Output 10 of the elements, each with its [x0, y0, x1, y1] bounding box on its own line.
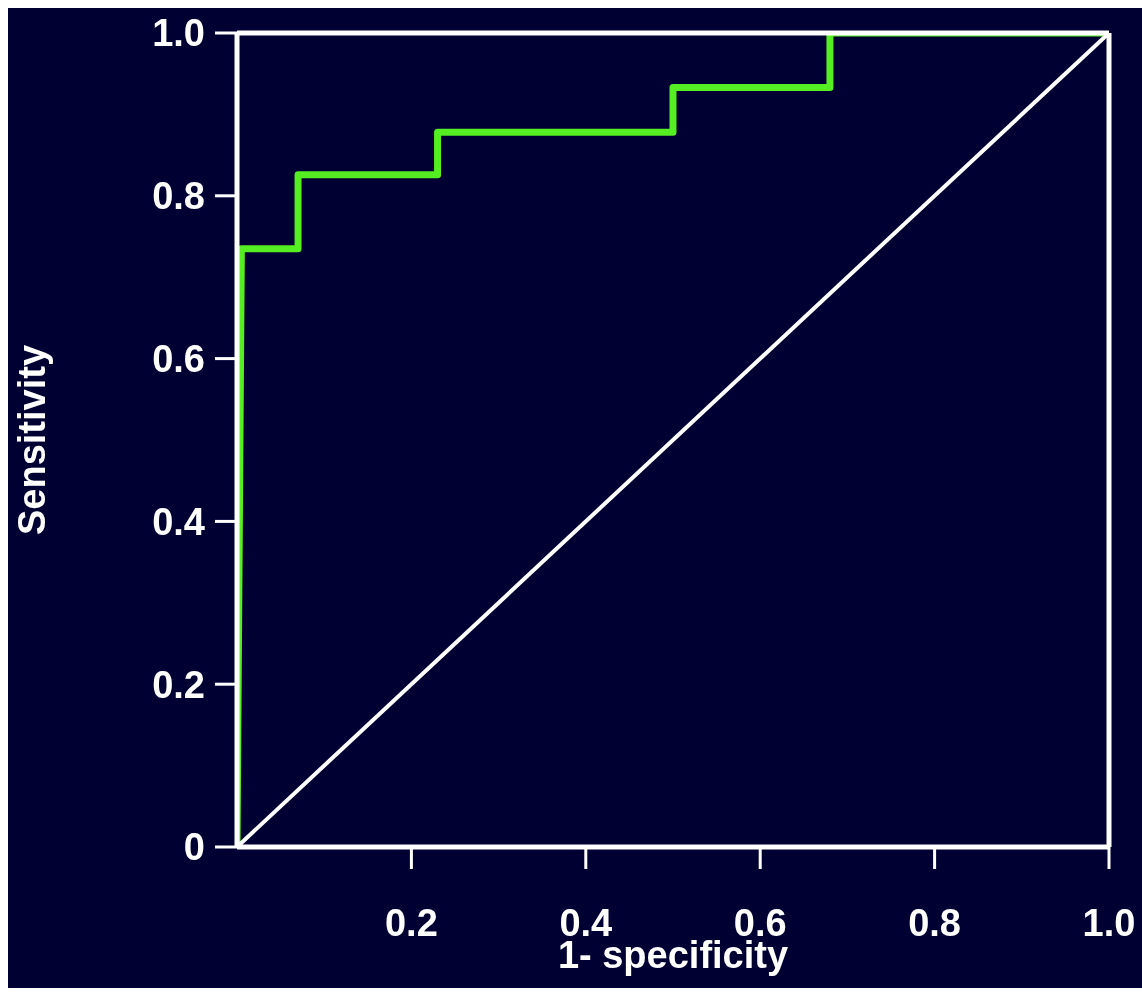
x-tick-label: 0.2 — [384, 901, 438, 944]
y-tick-label: 0.8 — [152, 175, 205, 218]
y-tick-label: 0.6 — [152, 338, 205, 381]
x-tick-label: 0.8 — [908, 901, 962, 944]
y-tick-label: 0.4 — [152, 500, 205, 543]
y-tick-label: 1.0 — [152, 12, 205, 55]
x-tick-label: 1.0 — [1082, 901, 1136, 944]
y-tick-label: 0.2 — [152, 663, 205, 706]
y-axis-title: Sensitivity — [11, 344, 54, 536]
y-tick-label: 0 — [183, 826, 205, 869]
